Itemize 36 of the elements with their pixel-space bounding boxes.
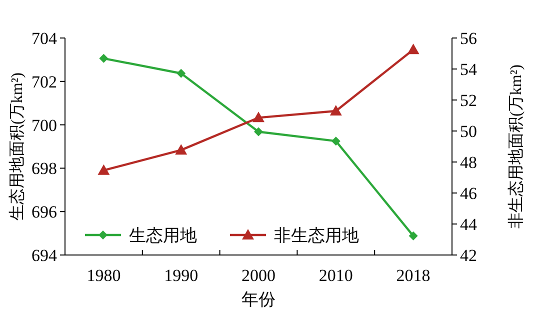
- y-tick-label: 694: [32, 246, 58, 265]
- point: [98, 164, 110, 175]
- point: [407, 44, 420, 54]
- point: [175, 144, 188, 155]
- y2-axis-title: 非生态用地面积(万km²): [507, 64, 525, 228]
- legend-label: 非生态用地: [274, 226, 359, 245]
- x-tick-label: 2000: [242, 266, 276, 285]
- legend: 生态用地: [85, 226, 197, 245]
- y-tick-label: 702: [32, 72, 57, 92]
- point: [176, 68, 186, 78]
- y-tick-label: 696: [32, 202, 57, 222]
- y-tick-label: 698: [32, 159, 57, 178]
- y2-tick-label: 48: [460, 153, 477, 172]
- y2-tick-label: 56: [460, 29, 477, 48]
- x-tick-label: 1980: [86, 266, 121, 285]
- legend-label: 生态用地: [129, 226, 197, 245]
- y2-tick-label: 54: [460, 60, 478, 79]
- x-tick-label: 2010: [318, 266, 353, 285]
- point: [331, 136, 340, 146]
- x-tick-label: 2018: [396, 266, 430, 285]
- y-tick-label: 704: [32, 29, 58, 48]
- y2-tick-label: 42: [460, 246, 477, 265]
- y2-tick-label: 52: [460, 91, 477, 110]
- point: [254, 127, 263, 136]
- y2-tick-label: 44: [460, 215, 478, 234]
- x-axis-title: 年份: [242, 290, 276, 309]
- x-tick-label: 1990: [164, 266, 198, 285]
- y2-tick-label: 46: [460, 184, 477, 203]
- point: [330, 105, 342, 116]
- y-tick-label: 700: [32, 116, 57, 135]
- y-axis-title: 生态用地面积(万km²): [8, 72, 26, 220]
- point: [408, 231, 418, 240]
- legend: 非生态用地: [230, 226, 359, 245]
- point: [252, 112, 264, 122]
- y2-tick-label: 50: [460, 122, 477, 141]
- point: [99, 54, 108, 63]
